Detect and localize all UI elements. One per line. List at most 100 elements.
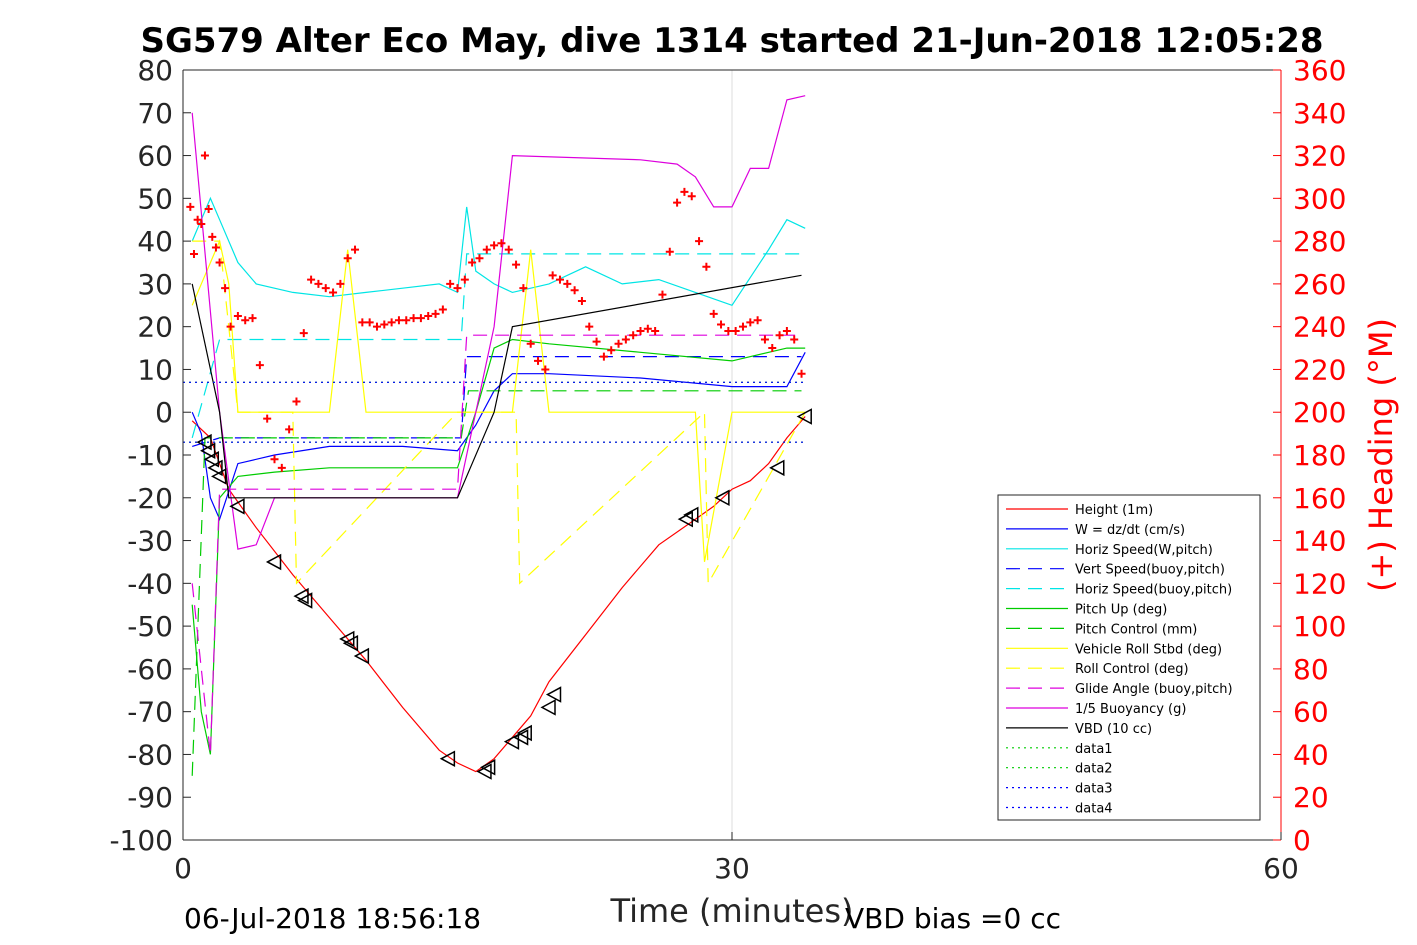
heading-marker	[255, 361, 264, 370]
heading-marker	[541, 365, 550, 374]
heading-marker	[709, 309, 718, 318]
vbd-marker	[229, 498, 245, 515]
heading-marker	[453, 284, 462, 293]
series-layer	[183, 95, 806, 776]
heading-marker	[717, 320, 726, 329]
heading-marker	[446, 279, 455, 288]
vbd-marker	[353, 647, 370, 665]
heading-marker	[409, 314, 418, 323]
right-tick-label: 220	[1293, 353, 1346, 386]
series-line-1	[191, 352, 806, 521]
heading-marker	[482, 245, 491, 254]
heading-marker	[695, 237, 704, 246]
legend-label: Roll Control (deg)	[1075, 662, 1189, 677]
legend-entries: Height (1m) W = dz/dt (cm/s) Horiz Speed(W…	[1006, 503, 1233, 817]
heading-marker	[629, 331, 638, 340]
heading-marker	[636, 326, 645, 335]
legend: Height (1m) W = dz/dt (cm/s) Horiz Speed(W…	[997, 494, 1261, 821]
legend-label: Pitch Control (mm)	[1075, 622, 1197, 637]
ticks-layer: 80706050403020100-10-20-30-40-50-60-70-8…	[109, 54, 1346, 885]
heading-marker	[643, 324, 652, 333]
series-line-3	[192, 356, 802, 447]
heading-marker	[534, 356, 543, 365]
heading-marker	[431, 309, 440, 318]
right-tick-label: 20	[1293, 781, 1329, 814]
heading-marker	[548, 271, 557, 280]
right-tick-label: 240	[1293, 311, 1346, 344]
y-tick-label: -10	[127, 439, 173, 472]
legend-label: Pitch Up (deg)	[1075, 603, 1167, 618]
heading-marker	[204, 205, 213, 214]
heading-marker	[614, 339, 623, 348]
heading-marker	[555, 275, 564, 284]
heading-marker	[753, 316, 762, 325]
y-tick-label: 40	[137, 225, 173, 258]
heading-marker	[215, 258, 224, 267]
heading-marker	[658, 290, 667, 299]
heading-marker	[702, 262, 711, 271]
legend-label: Glide Angle (buoy,pitch)	[1075, 682, 1233, 697]
heading-marker	[321, 284, 330, 293]
legend-label: data4	[1075, 802, 1113, 817]
vbd-marker	[439, 750, 456, 767]
legend-label: VBD (10 cc)	[1075, 722, 1152, 737]
heading-marker	[592, 337, 601, 346]
legend-label: W = dz/dt (cm/s)	[1075, 523, 1185, 538]
y-tick-label: 80	[137, 54, 173, 87]
vbd-marker	[200, 442, 216, 459]
heading-marker	[314, 279, 323, 288]
right-tick-label: 120	[1293, 567, 1346, 600]
heading-marker	[490, 241, 499, 250]
right-tick-label: 160	[1293, 482, 1346, 515]
vbd-marker	[207, 459, 223, 477]
heading-marker	[336, 279, 345, 288]
heading-marker	[189, 249, 198, 258]
x-tick-label: 60	[1263, 852, 1299, 885]
heading-marker	[607, 346, 616, 355]
heading-marker	[731, 326, 740, 335]
x-tick-label: 0	[174, 852, 192, 885]
heading-marker	[211, 243, 220, 252]
vbd-marker	[714, 489, 730, 507]
series-line-4	[191, 253, 802, 439]
heading-marker	[497, 239, 506, 248]
marker-layer	[186, 151, 812, 780]
y-tick-label: 10	[137, 353, 173, 386]
heading-marker	[651, 326, 660, 335]
heading-marker	[585, 322, 594, 331]
vbd-marker	[265, 553, 282, 571]
heading-marker	[248, 314, 257, 323]
heading-marker	[358, 318, 367, 327]
y-tick-label: -50	[127, 610, 173, 643]
y-tick-label: -20	[127, 482, 173, 515]
heading-marker	[519, 284, 528, 293]
heading-marker	[329, 288, 338, 297]
heading-marker	[760, 335, 769, 344]
right-tick-label: 300	[1293, 182, 1346, 215]
legend-label: data2	[1075, 762, 1113, 777]
heading-marker	[468, 258, 477, 267]
right-tick-label: 200	[1293, 396, 1346, 429]
heading-marker	[746, 318, 755, 327]
vbd-marker	[196, 433, 212, 451]
y-tick-label: -60	[127, 653, 173, 686]
y-tick-label: 70	[137, 97, 173, 130]
heading-marker	[277, 463, 286, 472]
heading-marker	[512, 260, 521, 269]
heading-marker	[387, 318, 396, 327]
right-tick-label: 260	[1293, 268, 1346, 301]
heading-marker	[197, 220, 206, 228]
right-tick-label: 180	[1293, 439, 1346, 472]
heading-marker	[738, 322, 747, 331]
heading-marker	[226, 322, 235, 331]
heading-marker	[299, 329, 308, 338]
y-tick-label: 60	[137, 140, 173, 173]
heading-marker	[394, 316, 403, 325]
series-line-2	[191, 196, 806, 307]
right-tick-label: 60	[1293, 696, 1329, 729]
heading-marker	[438, 305, 447, 314]
heading-marker	[221, 284, 230, 293]
heading-marker	[790, 335, 799, 344]
heading-marker	[570, 286, 579, 295]
